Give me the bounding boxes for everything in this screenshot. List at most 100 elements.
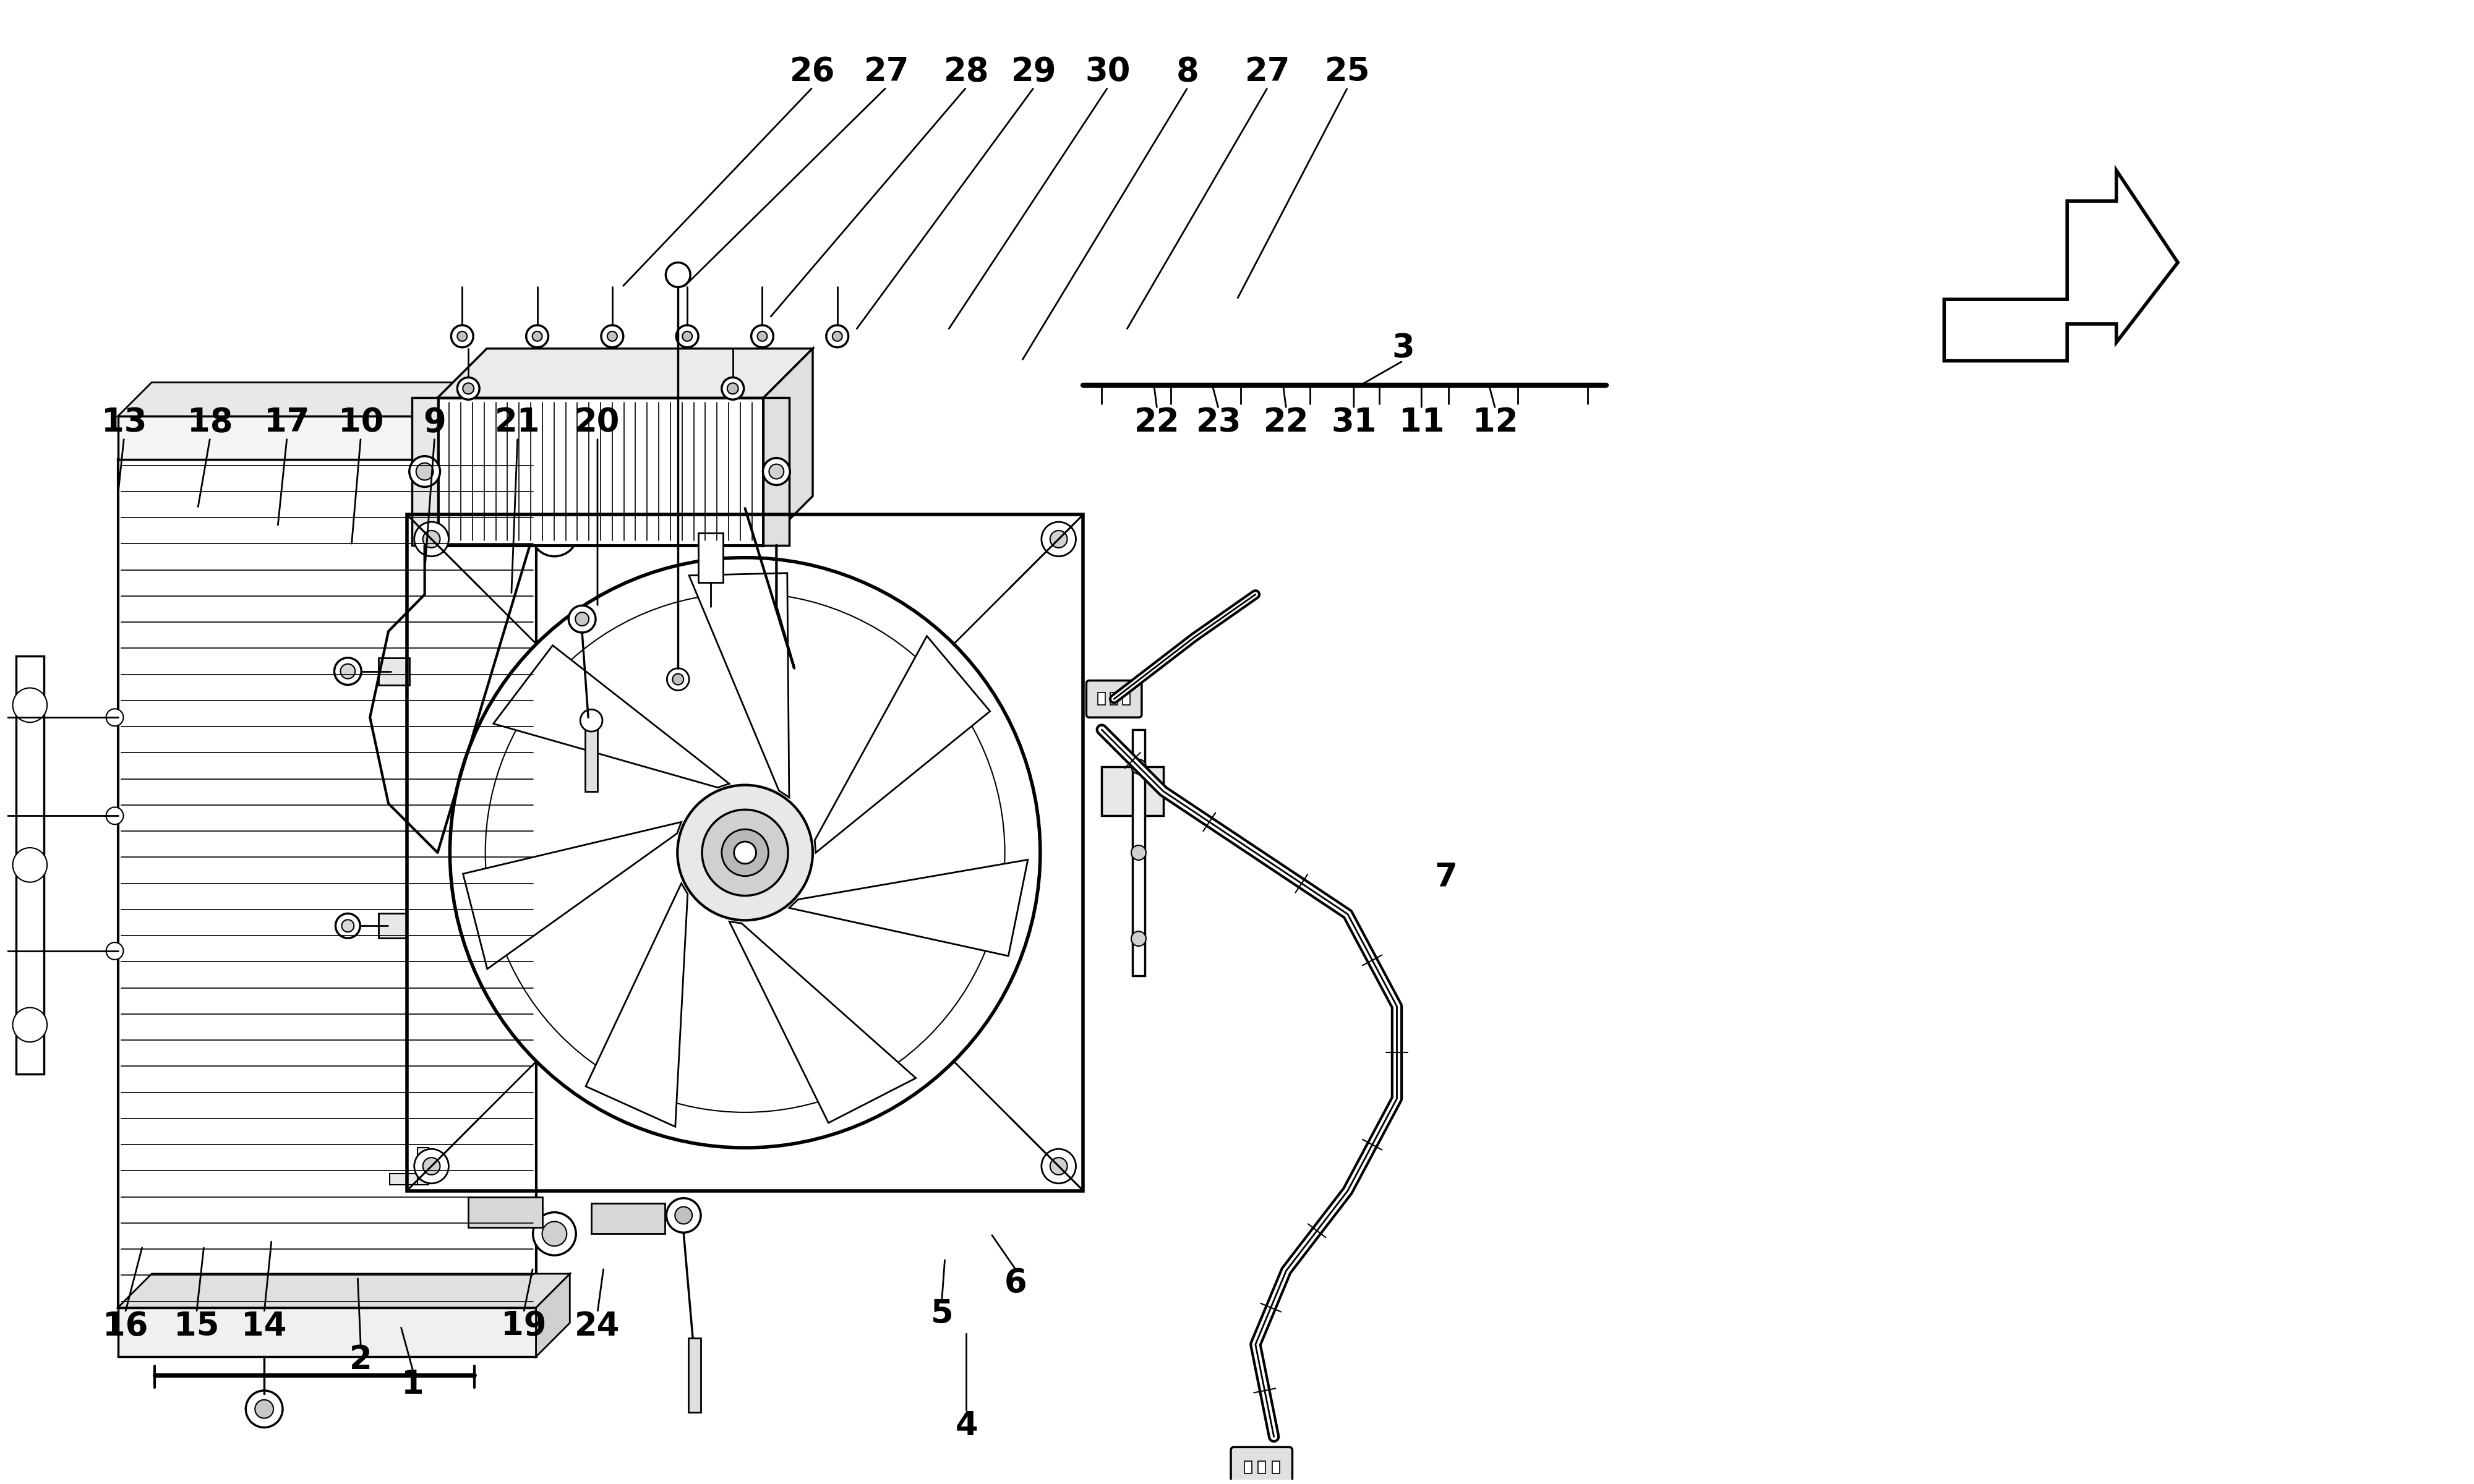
Text: 7: 7 xyxy=(1435,861,1457,893)
Text: 24: 24 xyxy=(574,1310,621,1342)
Text: 29: 29 xyxy=(1012,56,1056,88)
Circle shape xyxy=(722,830,769,876)
Circle shape xyxy=(673,674,683,684)
Circle shape xyxy=(463,383,475,395)
Bar xyxy=(406,515,1084,1190)
Circle shape xyxy=(532,1212,576,1255)
Text: 16: 16 xyxy=(101,1310,148,1342)
FancyBboxPatch shape xyxy=(1086,681,1141,717)
Circle shape xyxy=(255,1399,275,1419)
Text: 9: 9 xyxy=(423,407,445,438)
Text: 2: 2 xyxy=(349,1343,371,1376)
Bar xyxy=(1133,730,1145,975)
Bar xyxy=(1257,1462,1264,1474)
Polygon shape xyxy=(537,383,569,459)
Circle shape xyxy=(1131,846,1145,861)
Circle shape xyxy=(762,459,789,485)
Polygon shape xyxy=(789,859,1027,956)
Circle shape xyxy=(727,383,737,395)
Text: 27: 27 xyxy=(863,56,910,88)
Circle shape xyxy=(458,331,468,341)
Circle shape xyxy=(416,463,433,481)
Circle shape xyxy=(683,331,693,341)
Bar xyxy=(119,1307,537,1356)
Circle shape xyxy=(576,613,589,626)
Circle shape xyxy=(831,331,841,341)
Text: 18: 18 xyxy=(188,407,233,438)
Circle shape xyxy=(569,605,596,632)
Text: 4: 4 xyxy=(955,1410,977,1441)
Bar xyxy=(418,1147,428,1184)
Circle shape xyxy=(12,847,47,881)
Circle shape xyxy=(542,519,569,546)
Text: 15: 15 xyxy=(173,1310,220,1342)
Text: 31: 31 xyxy=(1331,407,1376,438)
Text: 25: 25 xyxy=(1326,56,1371,88)
Circle shape xyxy=(542,1221,567,1247)
Bar xyxy=(411,398,438,545)
Text: 6: 6 xyxy=(1004,1267,1027,1298)
Circle shape xyxy=(458,377,480,399)
Polygon shape xyxy=(438,349,811,398)
Circle shape xyxy=(341,663,356,678)
Circle shape xyxy=(678,785,811,920)
Circle shape xyxy=(106,709,124,726)
Bar xyxy=(1272,1462,1279,1474)
Text: 14: 14 xyxy=(242,1310,287,1342)
Circle shape xyxy=(527,325,549,347)
Circle shape xyxy=(675,1206,693,1224)
Circle shape xyxy=(757,331,767,341)
Bar xyxy=(688,1339,700,1413)
Polygon shape xyxy=(586,883,688,1126)
Polygon shape xyxy=(1945,171,2177,361)
Bar xyxy=(379,914,406,938)
Circle shape xyxy=(769,464,784,479)
Circle shape xyxy=(735,841,757,864)
Text: 11: 11 xyxy=(1398,407,1445,438)
Text: 5: 5 xyxy=(930,1297,952,1330)
Text: 23: 23 xyxy=(1195,407,1242,438)
Bar xyxy=(1111,693,1118,705)
Text: 21: 21 xyxy=(495,407,539,438)
Polygon shape xyxy=(730,922,915,1123)
Bar xyxy=(1123,693,1131,705)
Circle shape xyxy=(450,558,1039,1147)
Text: 8: 8 xyxy=(1178,56,1200,88)
Polygon shape xyxy=(119,383,569,416)
Circle shape xyxy=(826,325,849,347)
Circle shape xyxy=(408,456,440,487)
Circle shape xyxy=(601,325,623,347)
Circle shape xyxy=(532,331,542,341)
Text: 10: 10 xyxy=(339,407,383,438)
Text: 22: 22 xyxy=(1136,407,1180,438)
Text: 22: 22 xyxy=(1264,407,1309,438)
Text: 28: 28 xyxy=(943,56,990,88)
Circle shape xyxy=(703,810,789,896)
Circle shape xyxy=(722,377,745,399)
Circle shape xyxy=(668,668,690,690)
Text: 30: 30 xyxy=(1086,56,1131,88)
Polygon shape xyxy=(537,1273,569,1356)
Circle shape xyxy=(1042,522,1076,556)
Bar xyxy=(1244,1462,1252,1474)
Text: 17: 17 xyxy=(265,407,309,438)
Circle shape xyxy=(1131,760,1145,775)
Bar xyxy=(468,1198,542,1227)
Circle shape xyxy=(245,1391,282,1428)
Circle shape xyxy=(423,530,440,548)
Circle shape xyxy=(423,1158,440,1175)
Circle shape xyxy=(106,942,124,960)
Circle shape xyxy=(336,914,361,938)
Text: 13: 13 xyxy=(101,407,146,438)
Circle shape xyxy=(12,1008,47,1042)
Bar xyxy=(388,1174,423,1184)
Bar xyxy=(698,533,722,582)
Polygon shape xyxy=(119,1273,569,1307)
Circle shape xyxy=(581,709,601,732)
Text: 26: 26 xyxy=(789,56,836,88)
Circle shape xyxy=(334,657,361,684)
Bar xyxy=(438,398,764,545)
Text: 12: 12 xyxy=(1472,407,1519,438)
Circle shape xyxy=(666,1198,700,1233)
Bar xyxy=(119,459,537,1307)
